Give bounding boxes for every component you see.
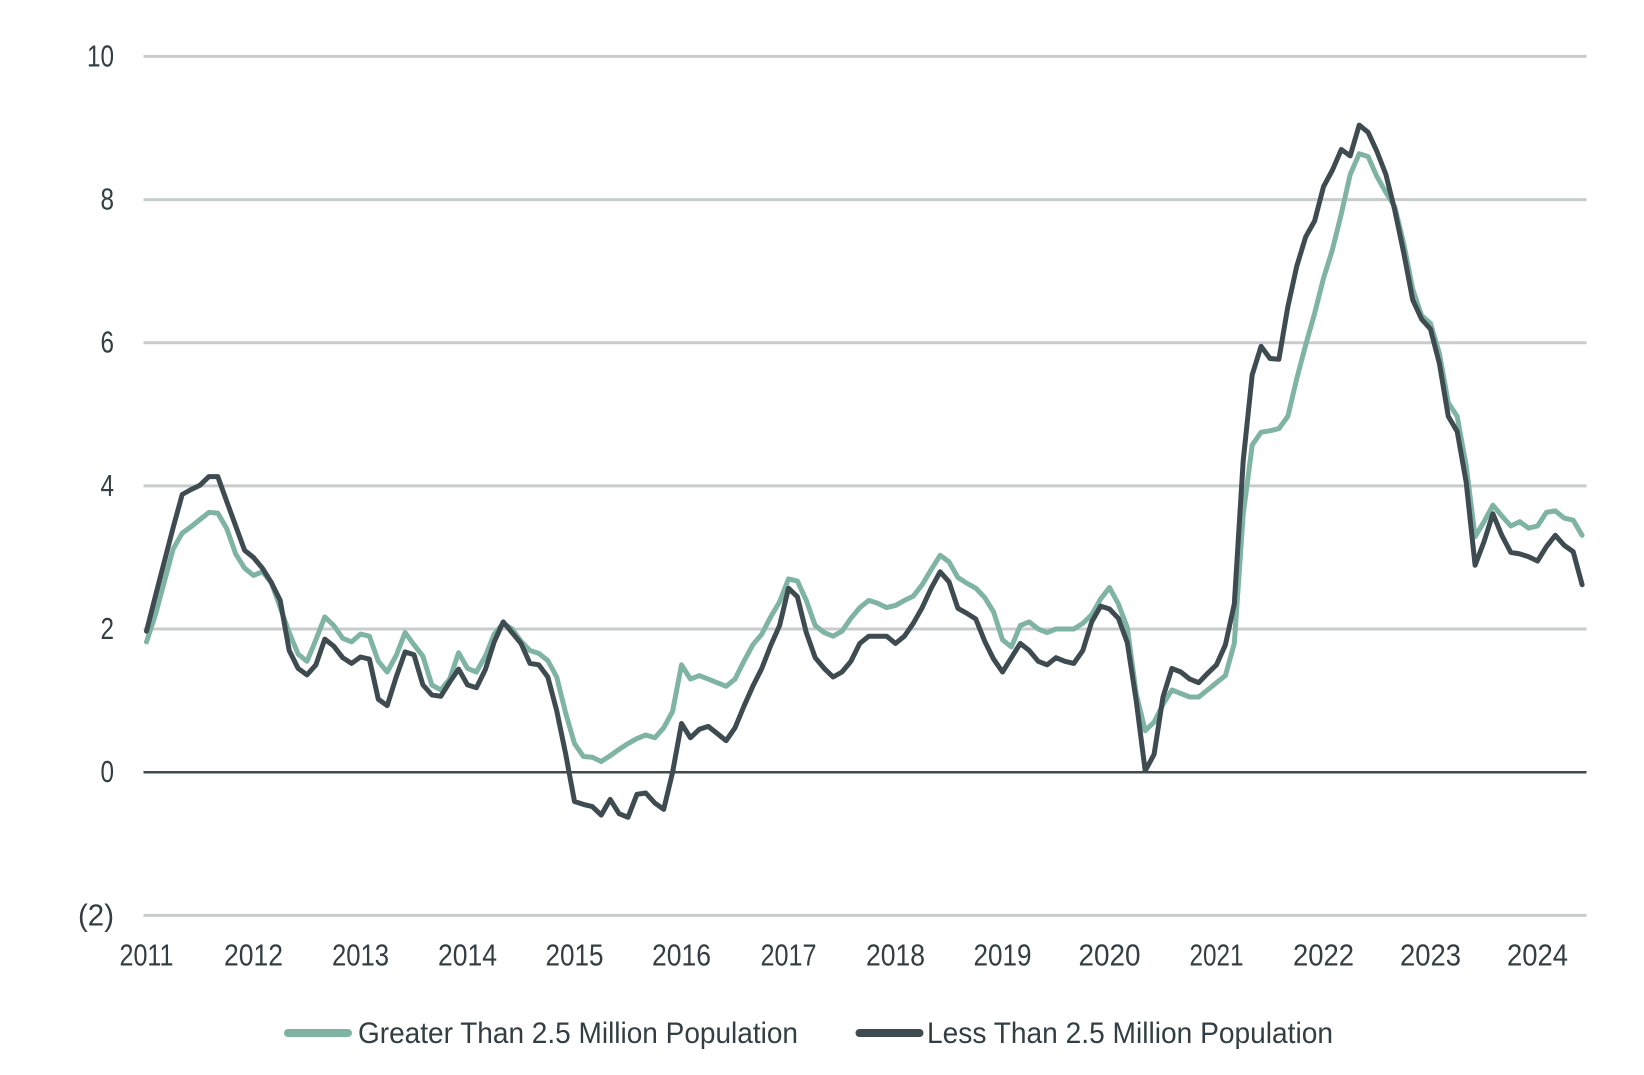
svg-text:2016: 2016 <box>652 938 711 973</box>
svg-text:6: 6 <box>101 325 115 360</box>
svg-text:2012: 2012 <box>224 938 283 973</box>
svg-text:Greater Than 2.5 Million Popul: Greater Than 2.5 Million Population <box>358 1017 798 1050</box>
svg-text:2021: 2021 <box>1190 938 1244 973</box>
svg-text:10: 10 <box>87 38 114 73</box>
svg-text:0: 0 <box>101 754 115 789</box>
svg-text:2022: 2022 <box>1293 938 1354 973</box>
svg-text:2020: 2020 <box>1079 938 1141 973</box>
svg-text:2017: 2017 <box>761 938 817 973</box>
svg-text:(2): (2) <box>78 897 114 932</box>
svg-text:2019: 2019 <box>974 938 1032 973</box>
svg-text:2015: 2015 <box>546 938 604 973</box>
svg-text:2: 2 <box>101 611 115 646</box>
svg-text:2014: 2014 <box>438 938 497 973</box>
svg-text:Less Than 2.5 Million Populati: Less Than 2.5 Million Population <box>927 1017 1333 1050</box>
svg-text:2011: 2011 <box>120 938 174 973</box>
svg-text:2024: 2024 <box>1507 938 1568 973</box>
svg-text:8: 8 <box>101 182 115 217</box>
svg-text:4: 4 <box>101 468 115 503</box>
svg-text:2013: 2013 <box>332 938 389 973</box>
svg-text:2018: 2018 <box>866 938 925 973</box>
svg-text:2023: 2023 <box>1400 938 1461 973</box>
